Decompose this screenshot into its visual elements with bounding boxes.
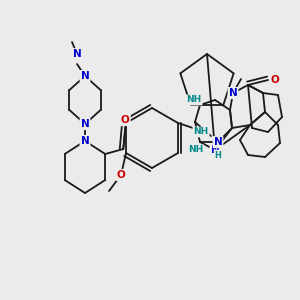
Text: N: N bbox=[229, 88, 237, 98]
Text: N: N bbox=[73, 49, 81, 59]
Text: N: N bbox=[81, 71, 89, 81]
Text: H: H bbox=[214, 151, 221, 160]
Text: O: O bbox=[121, 115, 130, 125]
Text: N: N bbox=[211, 145, 219, 155]
Text: NH: NH bbox=[194, 128, 208, 136]
Text: O: O bbox=[117, 170, 125, 180]
Text: N: N bbox=[81, 119, 89, 129]
Text: N: N bbox=[214, 137, 222, 147]
Text: N: N bbox=[81, 136, 89, 146]
Text: NH: NH bbox=[186, 95, 202, 104]
Text: NH: NH bbox=[188, 146, 204, 154]
Text: O: O bbox=[271, 75, 279, 85]
